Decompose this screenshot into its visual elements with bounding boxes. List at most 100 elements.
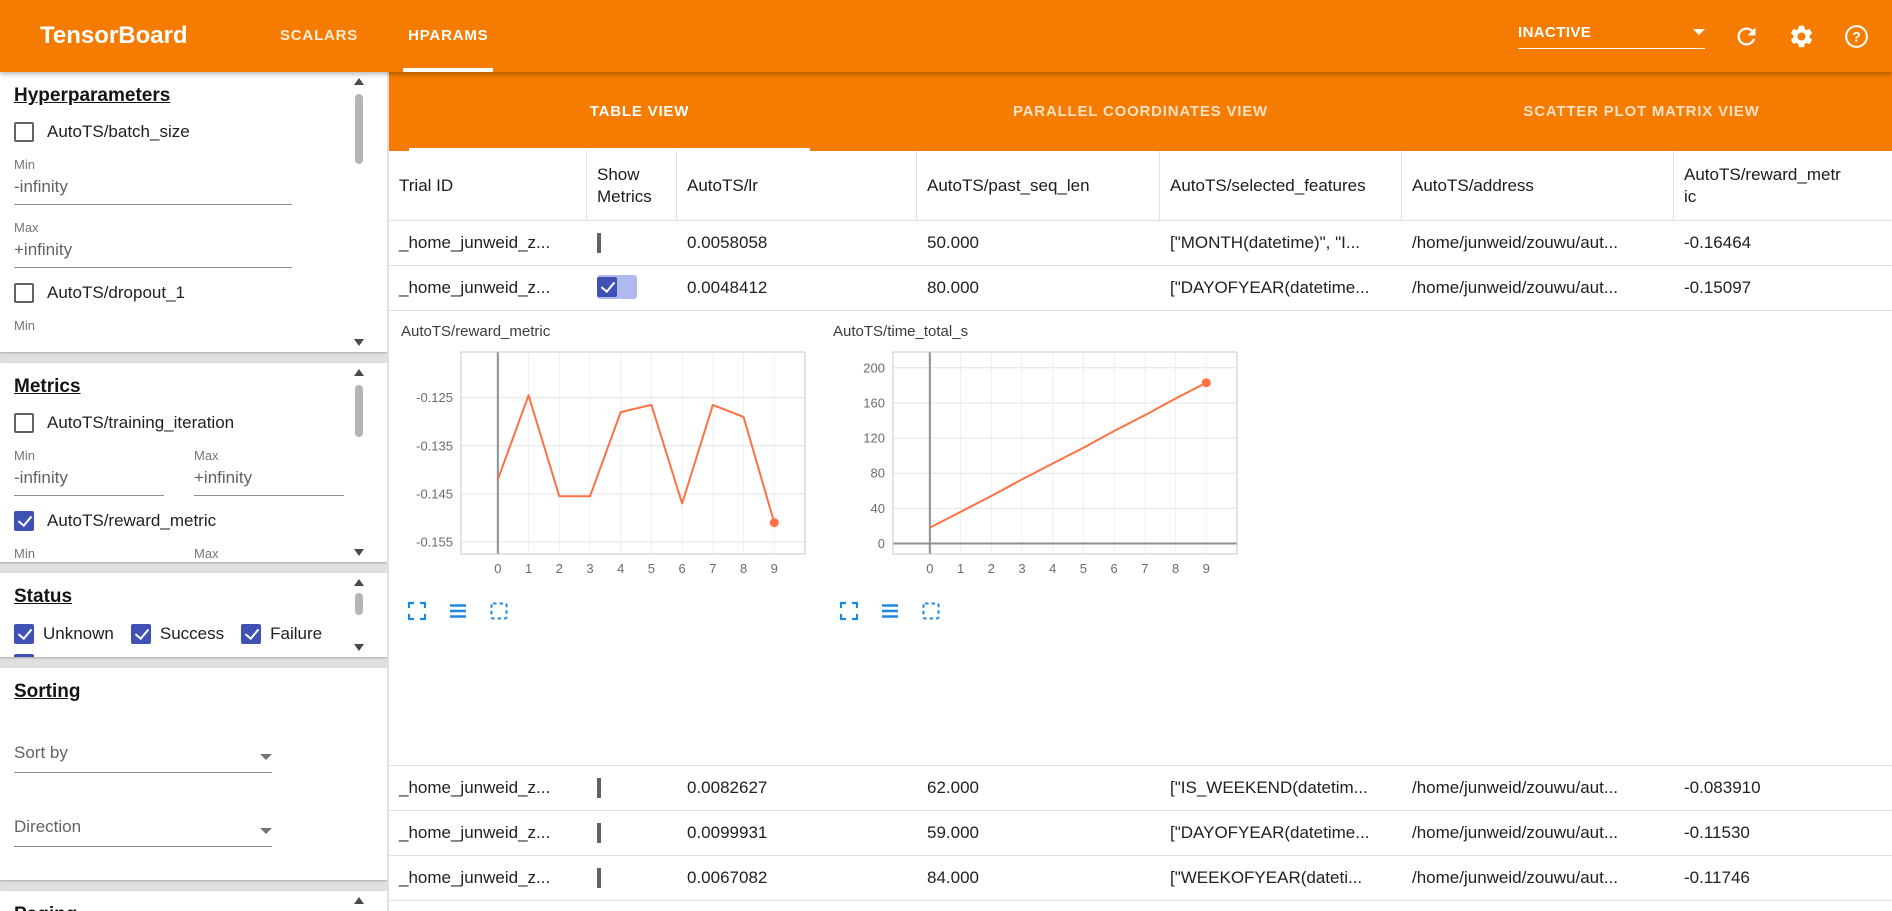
metric-item: AutoTS/training_iteration <box>14 413 353 433</box>
training-iteration-min-input[interactable] <box>14 463 164 496</box>
reward-metric-checkbox[interactable] <box>14 511 34 531</box>
show-metrics-checkbox[interactable] <box>597 233 601 253</box>
scrollbar-thumb[interactable] <box>355 385 363 437</box>
line-chart-svg[interactable]: -0.125 -0.135 -0.145 -0.155 0 1 2 3 4 5 6 7 8 9 <box>399 344 813 584</box>
expand-chart-icon[interactable] <box>405 599 429 623</box>
past-seq-len-cell: 80.000 <box>927 278 979 297</box>
scrollbar-thumb[interactable] <box>355 593 363 615</box>
column-header-lr[interactable]: AutoTS/lr <box>677 151 917 220</box>
fit-domain-icon[interactable] <box>919 599 943 623</box>
hparam-item: AutoTS/batch_size <box>14 122 353 142</box>
paging-scrollbar[interactable] <box>353 897 365 911</box>
main-nav: SCALARS HPARAMS <box>255 0 513 72</box>
show-metrics-checkbox[interactable] <box>597 778 601 798</box>
scroll-up-arrow-icon[interactable] <box>354 579 364 586</box>
svg-text:7: 7 <box>709 561 716 576</box>
show-metrics-checkbox[interactable] <box>597 276 617 297</box>
batch-size-checkbox[interactable] <box>14 122 34 142</box>
run-status-dropdown[interactable]: INACTIVE <box>1518 24 1705 49</box>
svg-text:1: 1 <box>525 561 532 576</box>
scrollbar-thumb[interactable] <box>355 94 363 164</box>
status-unknown-checkbox[interactable] <box>14 624 34 644</box>
scroll-down-arrow-icon[interactable] <box>354 339 364 346</box>
dropout-1-checkbox[interactable] <box>14 283 34 303</box>
sort-by-value: Sort by <box>14 743 68 762</box>
scroll-down-arrow-icon[interactable] <box>354 549 364 556</box>
tab-scatter-plot-matrix-view[interactable]: SCATTER PLOT MATRIX VIEW <box>1523 103 1760 120</box>
max-label: Max <box>194 448 219 463</box>
tab-parallel-coordinates-view[interactable]: PARALLEL COORDINATES VIEW <box>1012 103 1268 120</box>
trial-id-cell: _home_junweid_z... <box>399 778 551 797</box>
sort-by-select[interactable]: Sort by <box>14 743 272 773</box>
nav-tab-hparams[interactable]: HPARAMS <box>383 0 513 72</box>
status-failure-checkbox[interactable] <box>241 624 262 644</box>
app-title: TensorBoard <box>40 22 188 49</box>
hyperparameters-panel: Hyperparameters AutoTS/batch_size Min Ma… <box>0 72 387 352</box>
paging-panel: Paging <box>0 891 387 911</box>
view-data-list-icon[interactable] <box>878 599 902 623</box>
address-cell: /home/junweid/zouwu/aut... <box>1412 278 1619 297</box>
chart-toolbar <box>831 599 1249 623</box>
status-label: Unknown <box>43 624 114 643</box>
svg-text:80: 80 <box>871 466 885 481</box>
column-header-past-seq-len[interactable]: AutoTS/past_seq_len <box>917 151 1160 220</box>
run-status-value: INACTIVE <box>1518 23 1592 41</box>
trial-id-cell: _home_junweid_z... <box>399 868 551 887</box>
refresh-icon[interactable] <box>1733 23 1760 50</box>
fit-domain-icon[interactable] <box>487 599 511 623</box>
address-cell: /home/junweid/zouwu/aut... <box>1412 778 1619 797</box>
hparam-label: AutoTS/dropout_1 <box>47 283 185 302</box>
status-label: Success <box>159 624 225 643</box>
chart-title: AutoTS/reward_metric <box>401 323 551 340</box>
trial-id-cell: _home_junweid_z... <box>399 233 551 252</box>
svg-text:9: 9 <box>771 561 778 576</box>
column-header-selected-features[interactable]: AutoTS/selected_features <box>1160 151 1402 220</box>
hyperparameters-scrollbar[interactable] <box>353 78 365 346</box>
max-label: Max <box>194 546 219 561</box>
metrics-scrollbar[interactable] <box>353 369 365 556</box>
status-label: Failure <box>270 624 323 643</box>
training-iteration-max-input[interactable] <box>194 463 344 496</box>
scroll-up-arrow-icon[interactable] <box>354 897 364 904</box>
training-iteration-checkbox[interactable] <box>14 413 34 433</box>
lr-cell: 0.0067082 <box>687 868 768 887</box>
settings-gear-icon[interactable] <box>1788 23 1815 50</box>
scroll-up-arrow-icon[interactable] <box>354 78 364 85</box>
svg-text:5: 5 <box>648 561 655 576</box>
selected-features-cell: ["MONTH(datetime)", "I... <box>1170 233 1361 252</box>
tab-table-view[interactable]: TABLE VIEW <box>389 72 890 151</box>
column-header-reward-metric[interactable]: AutoTS/reward_metric <box>1684 165 1841 206</box>
svg-text:8: 8 <box>740 561 747 576</box>
column-header-address[interactable]: AutoTS/address <box>1402 151 1674 220</box>
batch-size-min-input[interactable] <box>14 172 292 205</box>
help-icon[interactable]: ? <box>1843 23 1870 50</box>
reward-metric-cell: -0.16464 <box>1684 233 1752 252</box>
show-metrics-checkbox[interactable] <box>597 868 601 888</box>
selected-features-cell: ["DAYOFYEAR(datetime... <box>1170 823 1370 842</box>
status-success-checkbox[interactable] <box>130 624 151 644</box>
batch-size-max-input[interactable] <box>14 235 292 268</box>
status-scrollbar[interactable] <box>353 579 365 651</box>
column-header-show-metrics[interactable]: Show Metrics <box>587 151 677 220</box>
line-chart-svg[interactable]: 0 40 80 120 160 200 0 1 2 3 4 5 6 7 8 9 <box>831 344 1245 584</box>
sidebar: Hyperparameters AutoTS/batch_size Min Ma… <box>0 72 387 911</box>
svg-text:5: 5 <box>1080 561 1087 576</box>
column-header-trial-id[interactable]: Trial ID <box>389 151 587 220</box>
show-metrics-checkbox[interactable] <box>597 823 601 843</box>
direction-select[interactable]: Direction <box>14 817 272 847</box>
status-option: Success <box>130 624 225 644</box>
svg-text:160: 160 <box>863 395 885 410</box>
table-row: _home_junweid_z... 0.0082627 62.000 ["IS… <box>389 766 1892 811</box>
show-metrics-cell <box>587 823 677 843</box>
view-data-list-icon[interactable] <box>446 599 470 623</box>
scroll-up-arrow-icon[interactable] <box>354 369 364 376</box>
reward-metric-cell: -0.083910 <box>1684 778 1761 797</box>
time-total-chart: AutoTS/time_total_s 0 40 80 120 160 200 0 1 2 3 4 5… <box>831 321 1249 623</box>
svg-text:-0.145: -0.145 <box>416 486 453 501</box>
status-running-checkbox[interactable] <box>14 654 34 657</box>
expand-chart-icon[interactable] <box>837 599 861 623</box>
scroll-down-arrow-icon[interactable] <box>354 644 364 651</box>
svg-text:200: 200 <box>863 360 885 375</box>
nav-tab-scalars[interactable]: SCALARS <box>280 27 359 44</box>
